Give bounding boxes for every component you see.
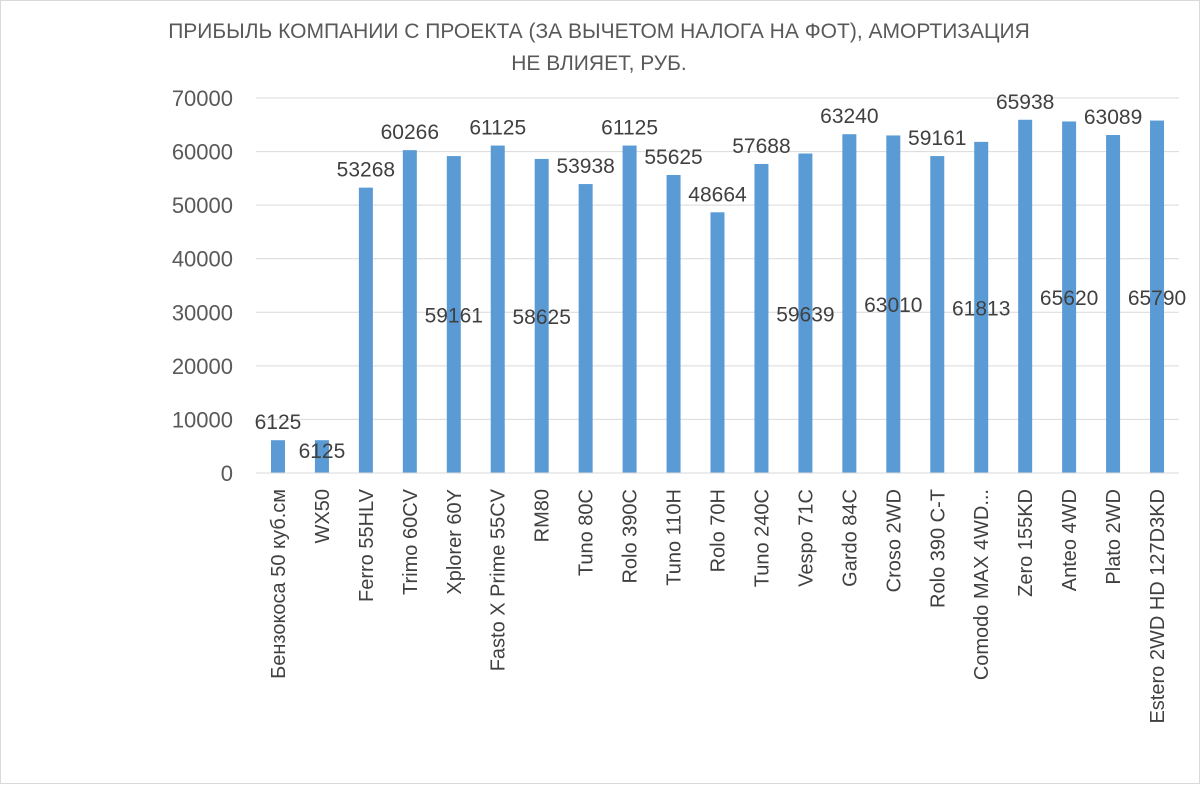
data-label: 65938 xyxy=(996,91,1054,114)
data-label: 61125 xyxy=(469,117,526,140)
x-category-label: Anteo 4WD xyxy=(1059,489,1081,591)
data-label: 59639 xyxy=(776,303,834,326)
bar xyxy=(1106,135,1121,474)
x-category-label: Zero 155KD xyxy=(1015,489,1037,597)
x-category-label: Comodo MAX 4WD... xyxy=(971,489,993,680)
data-label: 59161 xyxy=(425,305,483,328)
x-category-label: Gardo 84C xyxy=(839,489,861,587)
bar xyxy=(578,184,593,473)
bar xyxy=(754,163,769,473)
x-category-label: Rolo 70H xyxy=(708,489,730,572)
data-label: 48664 xyxy=(688,183,747,206)
x-axis-category-labels: Бензокоса 50 куб.см WX50 Ferro 55HLV Trimo … xyxy=(268,488,1169,723)
data-label: 61813 xyxy=(952,297,1010,320)
data-label: 65790 xyxy=(1128,287,1186,310)
bar xyxy=(886,135,901,474)
data-label: 63240 xyxy=(820,105,878,128)
data-label: 57688 xyxy=(732,135,790,158)
x-category-label: Croso 2WD xyxy=(883,489,905,592)
bar xyxy=(798,153,813,473)
bar xyxy=(1062,121,1077,473)
y-axis-tick-labels: 0 10000 20000 30000 40000 50000 60000 70000 xyxy=(172,86,233,486)
data-label: 60266 xyxy=(381,121,439,144)
x-category-label: Tuno 240C xyxy=(751,489,773,587)
bar xyxy=(1018,119,1033,473)
x-category-label: Ferro 55HLV xyxy=(356,488,378,602)
bars xyxy=(270,119,1165,474)
bar xyxy=(666,175,681,474)
x-category-label: WX50 xyxy=(312,489,334,543)
y-tick-label: 10000 xyxy=(172,407,233,432)
y-tick-label: 60000 xyxy=(172,140,233,165)
data-label: 53938 xyxy=(556,155,614,178)
y-tick-label: 30000 xyxy=(172,300,233,325)
bar xyxy=(1150,120,1165,473)
data-label: 58625 xyxy=(512,306,570,329)
bar xyxy=(314,440,329,473)
bar xyxy=(270,440,285,473)
bar xyxy=(930,156,945,473)
x-category-label: Trimo 60CV xyxy=(400,488,422,595)
x-category-label: Vespo 71C xyxy=(795,489,817,587)
y-tick-label: 70000 xyxy=(172,86,233,111)
bar xyxy=(534,158,549,473)
data-label: 61125 xyxy=(601,117,658,140)
x-category-label: RM80 xyxy=(532,489,554,542)
x-category-label: Rolo 390C xyxy=(620,489,642,584)
y-tick-label: 40000 xyxy=(172,247,233,272)
bar xyxy=(974,141,989,473)
bar xyxy=(402,150,417,473)
bar xyxy=(622,145,637,473)
data-label: 6125 xyxy=(255,411,302,434)
y-tick-label: 50000 xyxy=(172,193,233,218)
x-category-label: Rolo 390 C-T xyxy=(927,489,949,608)
x-category-label: Xplorer 60Y xyxy=(444,489,466,595)
bar xyxy=(490,145,505,473)
x-category-label: Plato 2WD xyxy=(1103,489,1125,585)
data-labels: 6125 6125 53268 60266 59161 61125 58625 53938 61… xyxy=(255,91,1187,463)
chart-title: ПРИБЫЛЬ КОМПАНИИ С ПРОЕКТА (ЗА ВЫЧЕТОМ Н… xyxy=(168,20,1030,75)
bar xyxy=(842,134,857,473)
bar xyxy=(358,187,373,473)
data-label: 65620 xyxy=(1040,287,1098,310)
data-label: 59161 xyxy=(908,127,966,150)
chart-title-line-1: ПРИБЫЛЬ КОМПАНИИ С ПРОЕКТА (ЗА ВЫЧЕТОМ Н… xyxy=(168,20,1030,43)
data-label: 53268 xyxy=(337,159,395,182)
data-label: 63089 xyxy=(1084,106,1142,129)
y-tick-label: 20000 xyxy=(172,354,233,379)
bar xyxy=(710,212,725,474)
x-category-label: Fasto X Prime 55CV xyxy=(488,488,510,671)
x-category-label: Бензокоса 50 куб.см xyxy=(268,489,290,679)
data-label: 63010 xyxy=(864,294,922,317)
x-category-label: Tuno 110H xyxy=(664,489,686,586)
bar xyxy=(446,156,461,473)
chart-title-line-2: НЕ ВЛИЯЕТ, РУБ. xyxy=(511,52,687,75)
data-label: 6125 xyxy=(299,440,346,463)
x-category-label: Estero 2WD HD 127D3KD xyxy=(1147,489,1169,724)
data-label: 55625 xyxy=(644,146,702,169)
y-tick-label: 0 xyxy=(221,461,233,486)
x-category-label: Tuno 80C xyxy=(576,489,598,576)
